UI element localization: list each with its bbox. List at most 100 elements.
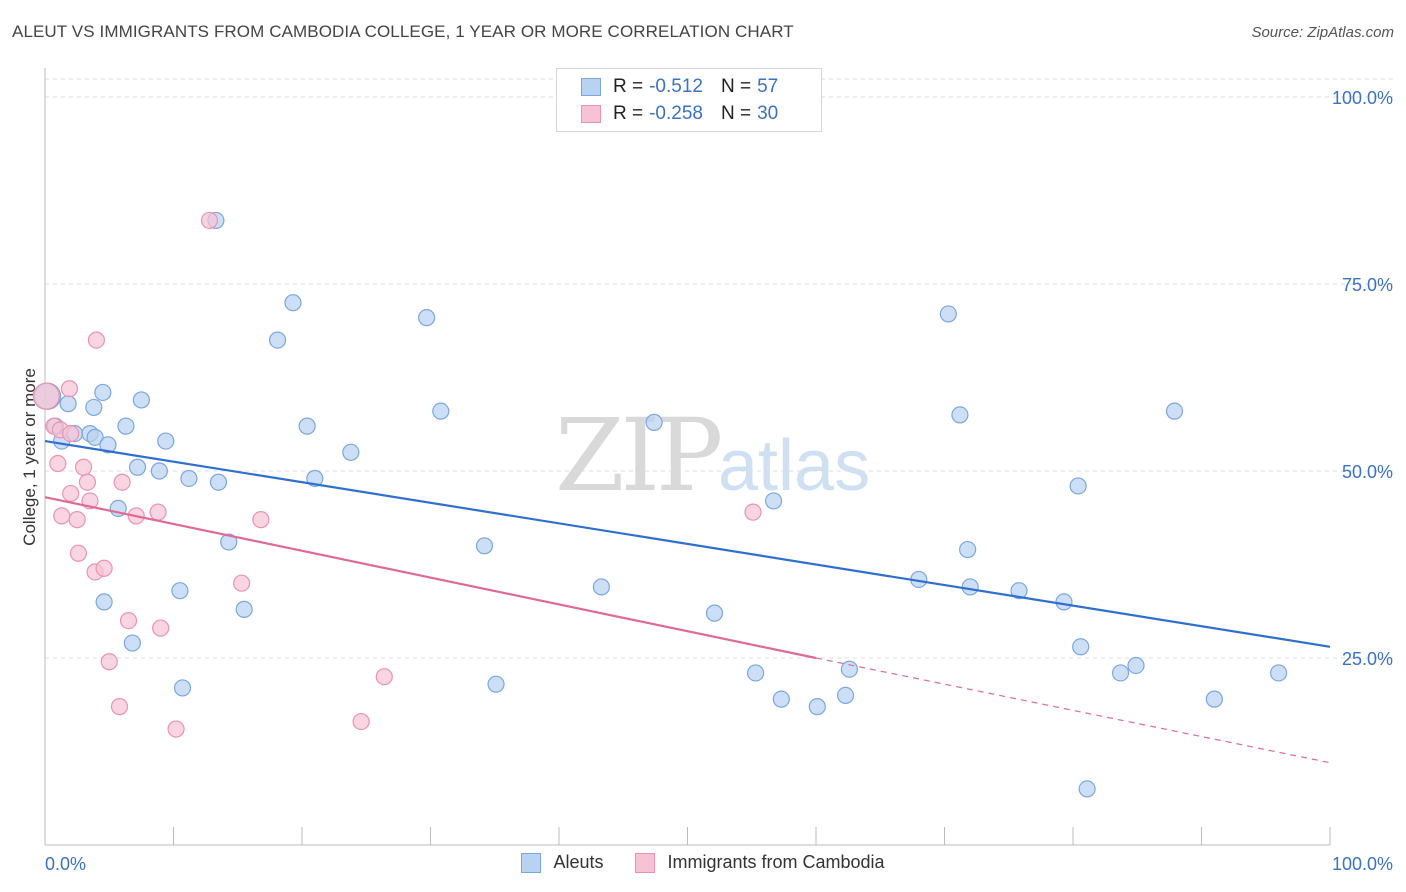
aleut-point xyxy=(298,417,316,435)
series-legend: Aleuts Immigrants from Cambodia xyxy=(0,852,1406,873)
y-tick-label: 50.0% xyxy=(1342,462,1393,482)
cambodia-point xyxy=(62,425,80,443)
aleut-point xyxy=(157,432,175,450)
aleut-point xyxy=(171,582,189,600)
aleut-point xyxy=(487,675,505,693)
y-tick-label: 100.0% xyxy=(1332,88,1393,108)
cambodia-point xyxy=(233,574,251,592)
legend-row-aleuts: R = -0.512 N = 57 xyxy=(581,75,778,99)
aleut-point xyxy=(1205,690,1223,708)
cambodia-point xyxy=(149,503,167,521)
cambodia-point xyxy=(49,454,67,473)
aleut-point xyxy=(284,294,302,312)
legend-label-aleuts: Aleuts xyxy=(553,852,604,872)
aleuts-legend-swatch xyxy=(521,852,542,873)
aleut-point xyxy=(475,537,494,555)
cambodia-point xyxy=(60,380,79,398)
aleut-point xyxy=(1269,664,1288,682)
aleut-point xyxy=(592,578,611,596)
aleut-point xyxy=(94,383,112,402)
aleut-point xyxy=(150,462,168,480)
watermark-zip: ZIP xyxy=(555,397,720,514)
aleut-point xyxy=(840,660,859,678)
aleut-point xyxy=(705,604,724,622)
y-tick-label: 25.0% xyxy=(1342,649,1393,669)
aleut-point xyxy=(1069,477,1087,495)
x-tick-label-max: 100.0% xyxy=(1332,854,1393,874)
chart-title: ALEUT VS IMMIGRANTS FROM CAMBODIA COLLEG… xyxy=(12,22,794,41)
cambodia-point xyxy=(53,507,71,525)
aleut-point xyxy=(117,417,135,435)
cambodia-swatch xyxy=(581,105,601,123)
cambodia-point xyxy=(744,503,762,521)
cambodia-point xyxy=(352,712,370,731)
aleut-point xyxy=(951,406,969,424)
x-tick-label-min: 0.0% xyxy=(45,854,86,874)
watermark-atlas: atlas xyxy=(718,426,870,506)
aleut-point xyxy=(939,305,957,323)
aleut-point xyxy=(432,402,450,420)
cambodia-point xyxy=(200,211,219,230)
aleut-point xyxy=(123,634,141,652)
aleut-point xyxy=(59,395,77,413)
cambodia-point xyxy=(74,458,93,476)
cambodia-point xyxy=(62,484,80,503)
aleut-point xyxy=(99,436,117,454)
aleut-point xyxy=(959,540,977,559)
cambodia-point xyxy=(100,653,118,671)
cambodia-point xyxy=(68,511,86,529)
aleut-point xyxy=(128,458,147,476)
aleut-point xyxy=(1111,664,1130,682)
cambodia-point xyxy=(78,473,97,491)
cambodia-point xyxy=(95,559,113,577)
cambodia-point xyxy=(252,511,270,529)
legend-n-value: 30 xyxy=(757,103,779,124)
aleut-point xyxy=(645,413,663,431)
aleut-point xyxy=(1072,638,1090,656)
aleut-point xyxy=(132,391,150,409)
aleut-point xyxy=(180,469,198,488)
aleut-point xyxy=(1078,780,1096,798)
legend-label-cambodia: Immigrants from Cambodia xyxy=(667,852,885,872)
y-tick-label: 75.0% xyxy=(1342,275,1393,295)
aleut-point xyxy=(235,600,253,618)
aleut-point xyxy=(1055,593,1073,611)
aleut-point xyxy=(1165,402,1184,420)
legend-n-label: N = xyxy=(720,76,752,97)
aleut-point xyxy=(808,698,826,716)
aleut-point xyxy=(772,690,790,708)
cambodia-point xyxy=(87,331,106,349)
aleut-point xyxy=(220,533,238,551)
aleut-point xyxy=(86,428,104,446)
aleut-point xyxy=(95,593,113,611)
cambodia-point xyxy=(110,698,129,716)
legend-row-cambodia: R = -0.258 N = 30 xyxy=(581,102,778,126)
aleut-point xyxy=(1127,656,1145,675)
legend-r-label: R = xyxy=(613,103,644,124)
aleut-point xyxy=(764,492,783,510)
legend-n-label: N = xyxy=(720,103,752,124)
aleut-point xyxy=(747,664,765,682)
legend-r-value: -0.258 xyxy=(649,103,703,124)
cambodia-trend-line xyxy=(44,496,817,660)
cambodia-point xyxy=(152,619,170,637)
aleut-point xyxy=(342,443,360,461)
aleuts-swatch xyxy=(581,78,601,96)
cambodia-point xyxy=(32,382,60,410)
source-label: Source: ZipAtlas.com xyxy=(1251,24,1394,41)
aleut-point xyxy=(1010,582,1028,600)
aleut-point xyxy=(418,309,436,327)
aleut-trend-line xyxy=(44,439,1331,648)
legend-item-cambodia[interactable]: Immigrants from Cambodia xyxy=(635,852,885,873)
aleut-point xyxy=(173,679,192,697)
legend-r-value: -0.512 xyxy=(649,76,703,97)
legend-r-label: R = xyxy=(613,76,644,97)
aleut-point xyxy=(961,578,979,596)
cambodia-point xyxy=(375,668,393,686)
cambodia-legend-swatch xyxy=(635,852,656,873)
aleut-point xyxy=(85,398,103,417)
aleut-point xyxy=(209,473,228,491)
legend-item-aleuts[interactable]: Aleuts xyxy=(521,852,603,873)
cambodia-point xyxy=(119,611,138,630)
